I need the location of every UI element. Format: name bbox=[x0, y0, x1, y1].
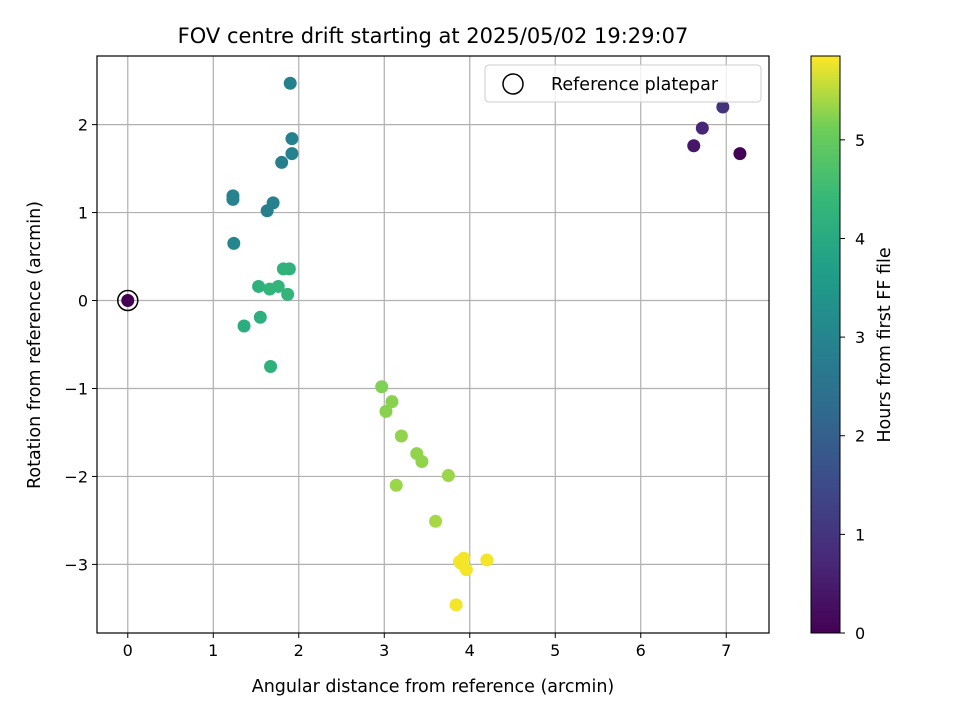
data-point bbox=[264, 359, 278, 373]
colorbar-tick-label: 1 bbox=[855, 525, 865, 544]
colorbar-tick-label: 2 bbox=[855, 427, 865, 446]
data-points bbox=[121, 76, 747, 612]
data-point bbox=[237, 319, 251, 333]
x-tick-label: 2 bbox=[294, 641, 304, 660]
legend-label: Reference platepar bbox=[551, 75, 719, 95]
colorbar-label: Hours from first FF file bbox=[875, 247, 895, 442]
data-point bbox=[687, 139, 701, 153]
data-point bbox=[252, 279, 266, 293]
data-point bbox=[283, 76, 297, 90]
data-point bbox=[695, 121, 709, 135]
y-tick-label: −1 bbox=[64, 379, 88, 398]
data-point bbox=[285, 147, 299, 161]
data-point bbox=[253, 310, 267, 324]
data-point bbox=[385, 395, 399, 409]
colorbar-tick-label: 0 bbox=[855, 624, 865, 643]
data-point bbox=[389, 478, 403, 492]
plot-frame bbox=[96, 55, 770, 634]
colorbar-tick-label: 4 bbox=[855, 229, 865, 248]
legend-box bbox=[484, 64, 762, 103]
y-tick-label: 0 bbox=[78, 292, 88, 311]
data-point bbox=[121, 294, 135, 308]
reference-marker bbox=[117, 289, 139, 312]
plot-area bbox=[97, 56, 769, 633]
data-point bbox=[285, 132, 299, 146]
data-point bbox=[275, 155, 289, 169]
x-tick-label: 7 bbox=[721, 641, 731, 660]
data-point bbox=[282, 262, 296, 276]
y-tick-label: −2 bbox=[64, 467, 88, 486]
data-point bbox=[733, 147, 747, 161]
data-point bbox=[429, 514, 443, 528]
data-point bbox=[260, 204, 274, 218]
x-tick-label: 5 bbox=[550, 641, 560, 660]
reference-platepar-marker bbox=[117, 289, 139, 312]
data-point bbox=[226, 192, 240, 206]
x-tick-label: 3 bbox=[379, 641, 389, 660]
data-point bbox=[449, 598, 463, 612]
grid-lines bbox=[97, 56, 769, 633]
x-axis-ticks: 0 1 2 3 4 5 6 7 bbox=[123, 633, 731, 660]
data-point bbox=[281, 287, 295, 301]
y-tick-label: 1 bbox=[78, 204, 88, 223]
colorbar: 0 1 2 3 4 5 Hours from first FF file bbox=[810, 55, 895, 643]
data-point bbox=[227, 236, 241, 250]
y-tick-label: 2 bbox=[78, 116, 88, 135]
colorbar-ticks: 0 1 2 3 4 5 bbox=[840, 131, 865, 643]
data-point bbox=[716, 100, 730, 114]
y-axis-label: Rotation from reference (arcmin) bbox=[25, 201, 45, 489]
legend: Reference platepar bbox=[484, 64, 762, 103]
x-tick-label: 6 bbox=[636, 641, 646, 660]
data-point bbox=[379, 404, 393, 418]
y-tick-label: −3 bbox=[64, 555, 88, 574]
data-point bbox=[480, 553, 494, 567]
colorbar-gradient bbox=[810, 55, 841, 634]
legend-marker bbox=[502, 73, 524, 95]
colorbar-tick-label: 5 bbox=[855, 131, 865, 150]
data-point bbox=[459, 563, 473, 577]
x-tick-label: 1 bbox=[208, 641, 218, 660]
colorbar-tick-label: 3 bbox=[855, 328, 865, 347]
data-point bbox=[263, 282, 277, 296]
x-axis-label: Angular distance from reference (arcmin) bbox=[252, 677, 615, 697]
data-point bbox=[415, 454, 429, 468]
x-tick-label: 0 bbox=[123, 641, 133, 660]
chart-title: FOV centre drift starting at 2025/05/02 … bbox=[178, 24, 689, 48]
data-point bbox=[375, 380, 389, 394]
data-point bbox=[394, 429, 408, 443]
x-tick-label: 4 bbox=[465, 641, 475, 660]
y-axis-ticks: −3 −2 −1 0 1 2 bbox=[64, 116, 97, 574]
data-point bbox=[441, 469, 455, 483]
